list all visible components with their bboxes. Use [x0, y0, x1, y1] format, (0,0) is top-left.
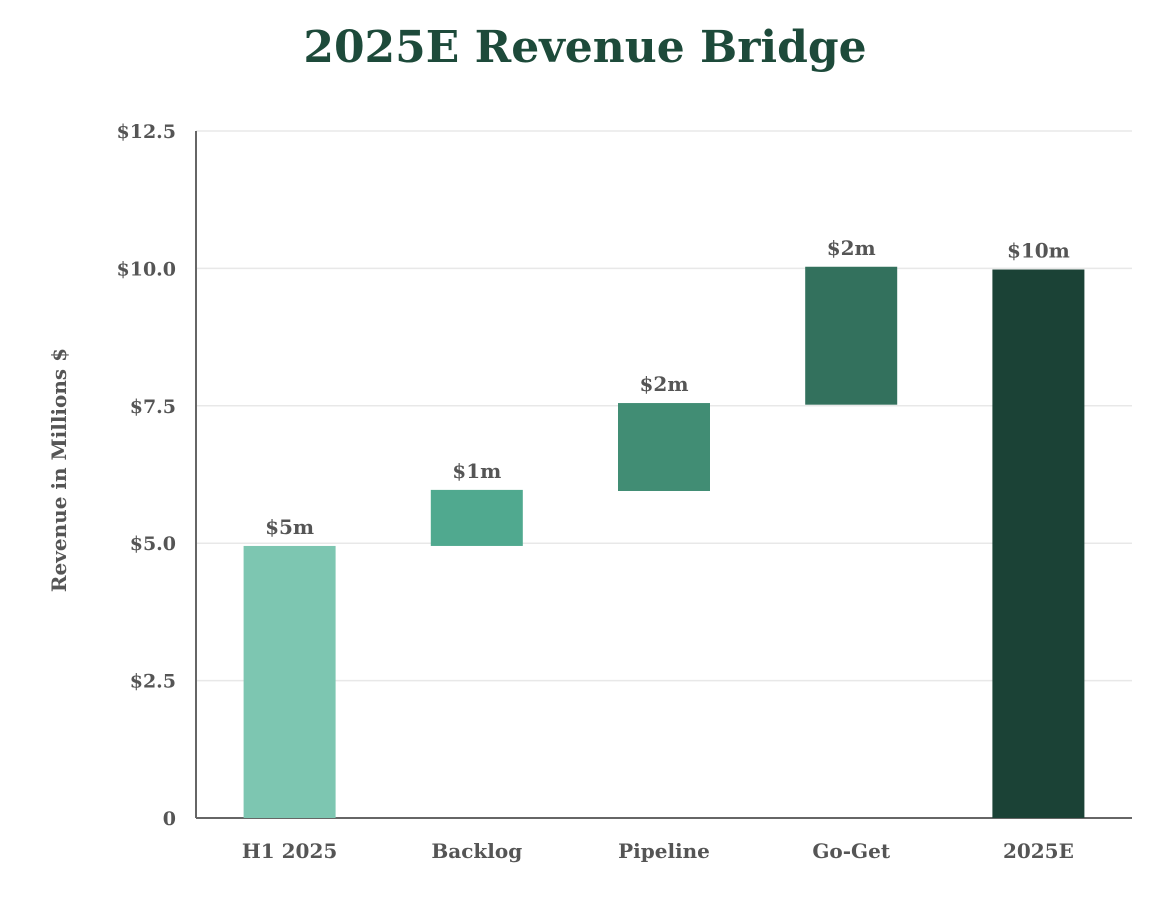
x-tick-label: Go-Get — [812, 839, 891, 863]
data-label: $2m — [640, 372, 689, 396]
x-tick-label: H1 2025 — [242, 839, 337, 863]
y-tick-label: $10.0 — [117, 258, 177, 280]
data-label: $2m — [827, 236, 876, 260]
x-tick-label: 2025E — [1003, 839, 1074, 863]
bar-go-get — [805, 266, 898, 405]
bar-2025e — [992, 269, 1085, 818]
y-axis-label: Revenue in Millions $ — [47, 348, 71, 592]
y-tick-label: $7.5 — [130, 396, 176, 418]
y-tick-label: $12.5 — [117, 121, 177, 143]
y-tick-label: $2.5 — [130, 671, 176, 693]
x-tick-label: Backlog — [431, 839, 522, 863]
data-label: $5m — [265, 515, 314, 539]
data-label: $10m — [1007, 238, 1070, 262]
y-tick-label: 0 — [163, 808, 176, 830]
data-label: $1m — [452, 459, 501, 483]
chart-title: 2025E Revenue Bridge — [303, 22, 867, 73]
x-tick-label: Pipeline — [618, 839, 710, 863]
bar-backlog — [430, 489, 523, 546]
y-tick-label: $5.0 — [130, 533, 176, 555]
bar-pipeline — [618, 403, 710, 491]
bar-h1-2025 — [243, 545, 336, 818]
